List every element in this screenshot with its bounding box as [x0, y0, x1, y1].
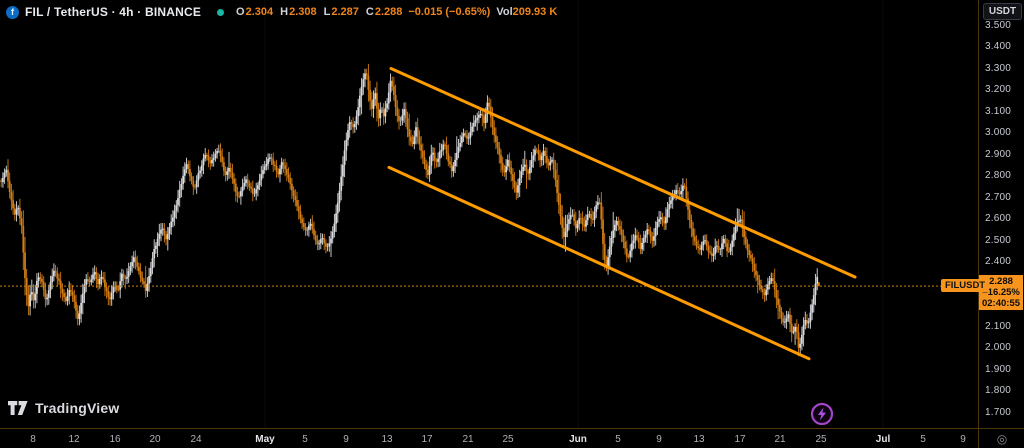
tradingview-logo[interactable]: TradingView: [8, 400, 119, 416]
axis-corner[interactable]: ◎: [978, 428, 1024, 448]
price-tick-label: 2.100: [985, 320, 1012, 332]
bar-countdown: 02:40:55: [981, 298, 1021, 310]
ohlc-item: H2.308: [280, 6, 317, 18]
ohlc-item: C2.288: [365, 6, 403, 18]
price-tick-label: 3.300: [985, 62, 1012, 74]
price-tick-label: 2.000: [985, 342, 1012, 353]
time-tick-month: May: [255, 434, 275, 445]
time-tick-day: 24: [190, 434, 202, 445]
time-tick-day: 20: [149, 434, 161, 445]
time-tick-day: 9: [656, 434, 662, 445]
price-tick-label: 1.900: [985, 363, 1012, 375]
down-bar-bodies: [0, 73, 820, 348]
time-tick-day: 5: [302, 434, 308, 445]
volume-label: Vol: [496, 6, 513, 18]
time-tick-day: 8: [30, 434, 36, 445]
volume-readout: Vol209.93 K: [496, 6, 557, 18]
symbol-header: f FIL / TetherUS · 4h · BINANCE O2.304 H2…: [6, 4, 557, 20]
price-tick-label: 2.700: [985, 191, 1012, 203]
time-tick-day: 25: [502, 434, 514, 445]
time-tick-day: 13: [381, 434, 393, 445]
up-bar-wicks: [2, 68, 818, 356]
scale-settings-icon[interactable]: ◎: [996, 432, 1008, 446]
price-change: −0.015 (−0.65%): [408, 6, 491, 18]
price-tick-label: 3.100: [985, 105, 1012, 117]
chart-pane[interactable]: [0, 0, 978, 428]
time-tick-day: 17: [421, 434, 433, 445]
time-tick-day: 13: [693, 434, 705, 445]
price-tick-label: 3.400: [985, 41, 1012, 52]
channel-lower-trendline[interactable]: [387, 165, 811, 361]
time-tick-day: 21: [774, 434, 786, 445]
time-tick-day: 25: [815, 434, 827, 445]
ohlc-item: L2.287: [323, 6, 359, 18]
time-tick-day: 9: [343, 434, 349, 445]
time-tick-day: 12: [68, 434, 80, 445]
price-axis[interactable]: 3.500 3.400 3.300 3.200 3.100 3.000 2.900 2.800…: [978, 0, 1024, 428]
time-tick-day: 5: [920, 434, 926, 445]
price-tick-label: 2.500: [985, 234, 1012, 246]
filecoin-logo-icon: f: [6, 5, 19, 19]
down-bar-wicks: [0, 63, 820, 357]
price-tick-label: 2.600: [985, 213, 1012, 224]
time-tick-month: Jul: [875, 434, 891, 445]
ohlc-values: O2.304 H2.308 L2.287 C2.288: [236, 6, 402, 18]
price-tick-label: 2.800: [985, 170, 1012, 181]
price-tick-label: 2.900: [985, 148, 1012, 160]
up-bar-bodies: [2, 73, 819, 348]
price-tick-label: 3.200: [985, 84, 1012, 95]
time-tick-day: 16: [109, 434, 121, 445]
price-line-symbol-tag[interactable]: FILUSDT: [941, 279, 990, 293]
time-axis[interactable]: 8 12 16 20 24 May 5 9 13 17 21 25 Jun 5 9 13 17 21 25 Jul 5 9: [0, 428, 978, 448]
time-tick-day: 9: [960, 434, 966, 445]
tradingview-mark-icon: [8, 400, 28, 415]
currency-unit-button[interactable]: USDT: [983, 3, 1022, 20]
channel-upper-trendline[interactable]: [389, 67, 857, 279]
market-status-icon[interactable]: [217, 8, 225, 16]
ohlc-item: O2.304: [236, 6, 274, 18]
symbol-title[interactable]: FIL / TetherUS · 4h · BINANCE: [25, 5, 202, 19]
current-price-axis-label: 2.288 −16.25% 02:40:55: [979, 275, 1023, 311]
price-tick-label: 2.400: [985, 256, 1012, 267]
lightning-event-icon[interactable]: [808, 400, 836, 428]
price-tick-label: 1.700: [985, 406, 1012, 418]
price-tick-label: 3.000: [985, 127, 1012, 138]
time-tick-day: 21: [462, 434, 474, 445]
volume-value: 209.93 K: [512, 6, 558, 18]
time-tick-day: 17: [734, 434, 746, 445]
price-tick-label: 1.800: [985, 385, 1012, 396]
current-price-change-pct: −16.25%: [982, 287, 1020, 299]
time-tick-month: Jun: [569, 434, 587, 445]
price-tick-label: 3.500: [985, 19, 1012, 31]
tradingview-logo-text: TradingView: [35, 400, 120, 416]
time-tick-day: 5: [615, 434, 621, 445]
current-price-value: 2.288: [989, 276, 1013, 288]
